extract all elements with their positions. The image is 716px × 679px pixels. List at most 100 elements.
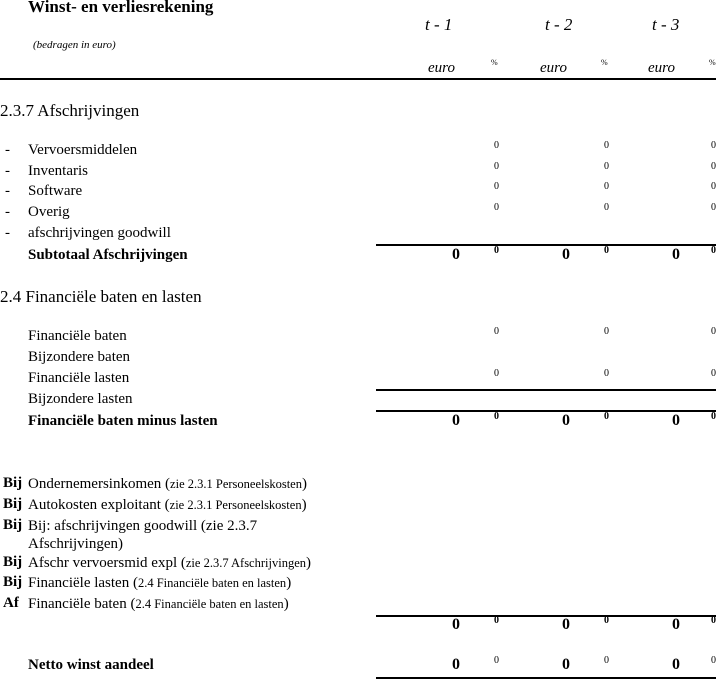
- amount-value: 0: [562, 656, 570, 673]
- amount-value: 0: [562, 246, 570, 263]
- pct-value: 0: [711, 140, 716, 151]
- pct-value: 0: [711, 655, 716, 666]
- pct-value: 0: [604, 245, 609, 256]
- adjustment-label-cont: Afschrijvingen): [28, 536, 123, 552]
- pct-value: 0: [711, 615, 716, 626]
- reference-text: zie 2.3.1 Personeelskosten: [170, 477, 302, 491]
- label-text: Ondernemersinkomen (: [28, 476, 171, 492]
- subtotal-label: Subtotaal Afschrijvingen: [28, 247, 188, 263]
- page-title: Winst- en verliesrekening: [28, 0, 214, 16]
- label-text: Financiële lasten (: [28, 575, 138, 591]
- period-t2: t - 2: [545, 15, 573, 34]
- subtitle: (bedragen in euro): [33, 39, 116, 51]
- pct-t3: %: [709, 58, 716, 67]
- amount-value: 0: [452, 616, 460, 633]
- pct-value: 0: [604, 202, 609, 213]
- pct-value: 0: [604, 326, 609, 337]
- pct-value: 0: [604, 411, 609, 422]
- section-heading: 2.4 Financiële baten en lasten: [0, 287, 202, 306]
- pct-value: 0: [711, 411, 716, 422]
- pct-value: 0: [604, 368, 609, 379]
- pct-value: 0: [711, 368, 716, 379]
- label-text: Bij: afschrijvingen goodwill (zie 2.3.7: [28, 518, 258, 534]
- pct-value: 0: [494, 326, 499, 337]
- adjustment-label: Ondernemersinkomen (zie 2.3.1 Personeels…: [28, 476, 307, 492]
- amount-value: 0: [562, 616, 570, 633]
- adjustment-sign: Bij: [3, 475, 23, 491]
- pct-value: 0: [711, 161, 716, 172]
- row-label: Inventaris: [28, 163, 88, 179]
- amount-value: 0: [672, 616, 680, 633]
- pct-value: 0: [604, 161, 609, 172]
- pct-t1: %: [491, 58, 498, 67]
- pct-value: 0: [494, 161, 499, 172]
- pct-value: 0: [494, 202, 499, 213]
- adjustment-label: Financiële lasten (2.4 Financiële baten …: [28, 575, 292, 591]
- adjustment-sign: Bij: [3, 574, 23, 590]
- pct-value: 0: [711, 202, 716, 213]
- pct-t2: %: [601, 58, 608, 67]
- rule: [376, 410, 716, 412]
- row-label: Financiële lasten: [28, 370, 130, 386]
- rule: [376, 389, 716, 391]
- amount-value: 0: [452, 412, 460, 429]
- netto-label: Netto winst aandeel: [28, 657, 154, 673]
- pct-value: 0: [494, 140, 499, 151]
- bullet: -: [5, 142, 10, 158]
- pct-value: 0: [604, 140, 609, 151]
- rule: [376, 244, 716, 246]
- adjustment-sign: Bij: [3, 496, 23, 512]
- reference-text: zie 2.3.7 Afschrijvingen: [185, 556, 306, 570]
- unit-t2: euro: [540, 60, 567, 76]
- amount-value: 0: [452, 656, 460, 673]
- pct-value: 0: [494, 615, 499, 626]
- adjustment-sign: Af: [3, 595, 19, 611]
- amount-value: 0: [672, 246, 680, 263]
- pct-value: 0: [494, 245, 499, 256]
- row-label: Vervoersmiddelen: [28, 142, 138, 158]
- total-label: Financiële baten minus lasten: [28, 413, 218, 429]
- pct-value: 0: [604, 181, 609, 192]
- adjustment-label: Autokosten exploitant (zie 2.3.1 Persone…: [28, 497, 307, 513]
- pct-value: 0: [494, 368, 499, 379]
- row-label: Bijzondere lasten: [28, 391, 133, 407]
- period-t3: t - 3: [652, 15, 680, 34]
- row-label: Overig: [28, 204, 70, 220]
- pct-value: 0: [711, 245, 716, 256]
- bullet: -: [5, 183, 10, 199]
- section-heading: 2.3.7 Afschrijvingen: [0, 101, 140, 120]
- reference-text: 2.4 Financiële baten en lasten: [135, 597, 284, 611]
- rule: [376, 615, 716, 617]
- row-label: Bijzondere baten: [28, 349, 131, 365]
- pct-value: 0: [711, 181, 716, 192]
- pct-value: 0: [494, 655, 499, 666]
- label-text: Afschr vervoersmid expl (: [28, 555, 186, 571]
- row-label: Software: [28, 183, 83, 199]
- amount-value: 0: [672, 412, 680, 429]
- reference-text: 2.4 Financiële baten en lasten: [137, 576, 287, 590]
- bullet: -: [5, 204, 10, 220]
- bullet: -: [5, 225, 10, 241]
- adjustment-label: Financiële baten (2.4 Financiële baten e…: [28, 596, 289, 612]
- pct-value: 0: [604, 655, 609, 666]
- label-text: Financiële baten (: [28, 596, 136, 612]
- label-text: Autokosten exploitant (: [28, 497, 170, 513]
- adjustment-sign: Bij: [3, 554, 23, 570]
- row-label: afschrijvingen goodwill: [28, 225, 171, 241]
- unit-t3: euro: [648, 60, 675, 76]
- period-t1: t - 1: [425, 15, 453, 34]
- pct-value: 0: [494, 411, 499, 422]
- adjustment-label: Afschr vervoersmid expl (zie 2.3.7 Afsch…: [28, 555, 311, 571]
- adjustment-sign: Bij: [3, 517, 23, 533]
- bullet: -: [5, 163, 10, 179]
- pct-value: 0: [604, 615, 609, 626]
- reference-text: zie 2.3.1 Personeelskosten: [169, 498, 302, 512]
- pct-value: 0: [494, 181, 499, 192]
- pct-value: 0: [711, 326, 716, 337]
- adjustment-label: Bij: afschrijvingen goodwill (zie 2.3.7: [28, 517, 257, 535]
- amount-value: 0: [562, 412, 570, 429]
- amount-value: 0: [672, 656, 680, 673]
- amount-value: 0: [452, 246, 460, 263]
- row-label: Financiële baten: [28, 328, 127, 344]
- header-rule: [0, 78, 716, 80]
